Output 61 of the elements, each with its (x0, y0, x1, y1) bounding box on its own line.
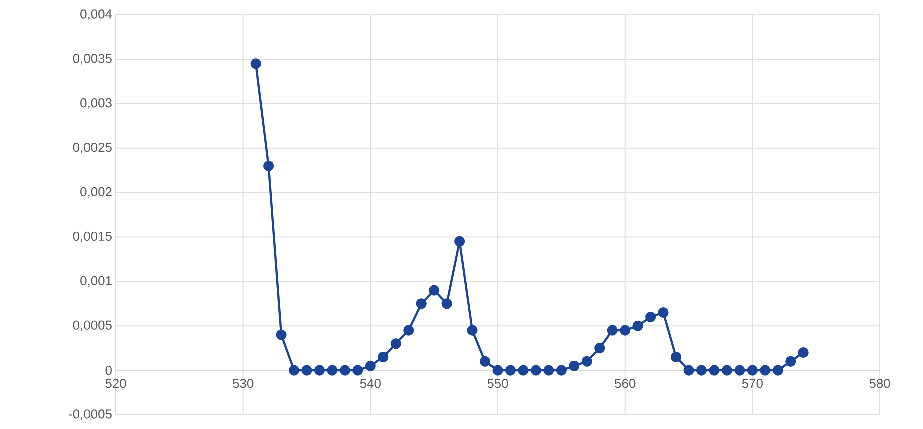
point (670, 352, 682, 362)
x-tick-label: 530 (233, 379, 254, 388)
point (798, 348, 809, 358)
point (569, 360, 580, 372)
point (302, 365, 312, 376)
point (327, 365, 338, 376)
point (442, 298, 452, 310)
x-tick-label: 550 (488, 379, 508, 388)
point (594, 343, 606, 354)
point (454, 236, 466, 247)
point (684, 365, 694, 376)
point (314, 365, 326, 376)
x-tick-label: 540 (360, 379, 381, 388)
point (390, 338, 402, 350)
y-tick-label: 0,0035 (73, 54, 112, 65)
y-tick-label: 0,0015 (73, 232, 112, 243)
y-tick-label: 0,004 (80, 10, 112, 20)
point (288, 365, 300, 376)
point (607, 325, 618, 336)
point (734, 365, 746, 376)
y-tick-label: 0,002 (80, 187, 112, 198)
point (772, 365, 784, 376)
point (518, 365, 529, 376)
point (786, 356, 796, 367)
point (556, 365, 567, 376)
x-tick-label: 580 (870, 379, 890, 388)
point (709, 365, 720, 376)
point (492, 365, 504, 376)
y-tick-label: 0 (106, 366, 112, 376)
point (696, 365, 708, 376)
y-tick-label: 0,003 (80, 98, 112, 110)
point (582, 356, 592, 367)
point (365, 360, 376, 372)
point (544, 365, 554, 376)
point (429, 285, 440, 296)
point (276, 330, 287, 340)
point (760, 365, 771, 376)
y-tick-label: -0,0005 (69, 410, 112, 420)
point (378, 352, 389, 362)
x-tick-label: 520 (106, 379, 126, 388)
point (620, 325, 631, 336)
point (658, 308, 669, 318)
point (480, 356, 491, 367)
point (505, 365, 516, 376)
y-tick-label: 0,001 (80, 276, 112, 288)
point (530, 365, 542, 376)
x-tick-label: 570 (742, 379, 763, 388)
y-tick-label: 0,0025 (73, 142, 112, 154)
point (467, 325, 478, 336)
y-tick-label: 0,0005 (73, 320, 112, 332)
x-tick-label: 560 (615, 379, 636, 388)
point (632, 320, 644, 332)
point (264, 160, 274, 172)
point (250, 58, 262, 70)
point (646, 312, 656, 322)
point (352, 365, 364, 376)
point (404, 325, 414, 336)
point (416, 298, 427, 310)
point (722, 365, 732, 376)
point (747, 365, 758, 376)
point (340, 365, 350, 376)
